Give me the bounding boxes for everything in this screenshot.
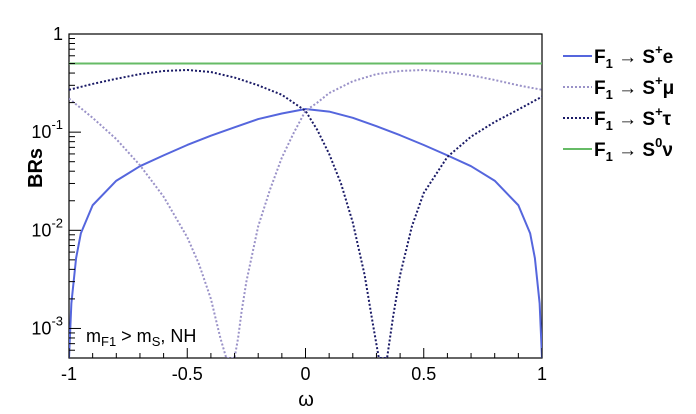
y-tick-label: 1 bbox=[53, 24, 63, 44]
y-axis: 10-3 10-2 10-1 1 bbox=[31, 24, 81, 351]
legend-label-nu: F1 → S0ν bbox=[594, 135, 673, 164]
x-tick-label: -0.5 bbox=[172, 364, 203, 384]
x-tick-label: 1 bbox=[537, 364, 547, 384]
annotation-mass-ordering: mF1 > mS, NH bbox=[86, 326, 196, 349]
x-axis-title: ω bbox=[298, 389, 314, 411]
y-tick-label: 10-1 bbox=[31, 117, 63, 142]
curves-group bbox=[69, 62, 542, 358]
legend-label-e: F1 → S+e bbox=[594, 42, 673, 71]
series-line-tau bbox=[69, 68, 542, 358]
x-tick-label: -1 bbox=[61, 364, 77, 384]
x-tick-label: 0.5 bbox=[411, 364, 436, 384]
legend: F1 → S+eF1 → S+μF1 → S+τF1 → S0ν bbox=[563, 42, 674, 164]
legend-label-tau: F1 → S+τ bbox=[594, 104, 672, 133]
x-axis: -1 -0.5 0 0.5 1 bbox=[61, 348, 547, 384]
series-line-mu bbox=[69, 68, 542, 358]
series-line-e bbox=[69, 108, 542, 358]
y-tick-label: 10-2 bbox=[31, 215, 63, 240]
x-tick-label: 0 bbox=[300, 364, 310, 384]
y-tick-label: 10-3 bbox=[31, 313, 63, 338]
y-axis-title: BRs bbox=[25, 148, 47, 188]
legend-label-mu: F1 → S+μ bbox=[594, 73, 674, 102]
plot-frame bbox=[68, 33, 543, 359]
